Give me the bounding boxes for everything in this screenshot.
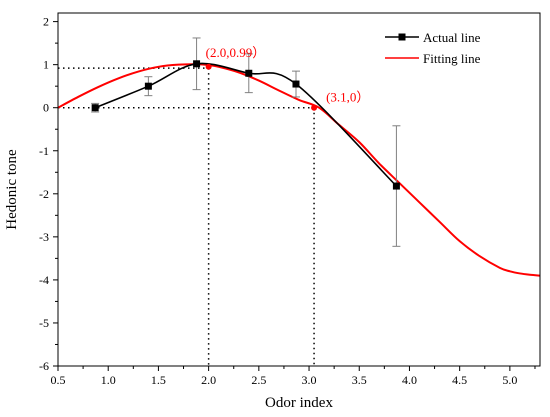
y-tick-label: -2 xyxy=(39,187,49,201)
y-tick-label: -3 xyxy=(39,230,49,244)
y-tick-label: -1 xyxy=(39,144,49,158)
x-tick-label: 2.0 xyxy=(201,373,216,387)
x-tick-label: 0.5 xyxy=(51,373,66,387)
y-tick-label: 1 xyxy=(43,58,49,72)
legend-marker-actual xyxy=(398,33,406,41)
fitting-line-layer xyxy=(57,63,541,277)
x-axis-title: Odor index xyxy=(265,395,333,411)
data-point xyxy=(91,104,99,112)
legend-label-fitting: Fitting line xyxy=(423,51,481,66)
data-point xyxy=(292,80,300,88)
plot-frame xyxy=(57,12,541,367)
x-tick-label: 5.0 xyxy=(502,373,517,387)
annotation-point xyxy=(311,104,318,111)
legend-label-actual: Actual line xyxy=(423,30,481,45)
x-axis: 0.5 1.0 1.5 2.0 2.5 3.0 3.5 4.0 4.5 5.0 xyxy=(51,366,536,387)
legend: Actual line Fitting line xyxy=(385,30,481,66)
actual-line-layer xyxy=(91,37,401,247)
x-tick-label: 4.5 xyxy=(452,373,467,387)
y-axis: 2 1 0 -1 -2 -3 -4 -5 -6 xyxy=(39,15,58,373)
annotation-label: (3.1,0） xyxy=(326,90,369,105)
x-tick-label: 4.0 xyxy=(402,373,417,387)
fitting-line xyxy=(57,63,541,277)
annotations: (2.0,0.99） (3.1,0） xyxy=(205,45,369,111)
data-point xyxy=(144,82,152,90)
x-tick-label: 1.5 xyxy=(151,373,166,387)
reference-lines xyxy=(58,67,315,366)
annotation-point xyxy=(205,63,212,70)
x-tick-label: 1.0 xyxy=(101,373,116,387)
y-tick-label: 2 xyxy=(43,15,49,29)
actual-line xyxy=(94,62,397,187)
annotation-label: (2.0,0.99） xyxy=(206,45,266,60)
data-point xyxy=(193,60,201,68)
y-tick-label: -4 xyxy=(39,273,49,287)
x-tick-label: 3.5 xyxy=(352,373,367,387)
y-axis-title: Hedonic tone xyxy=(4,149,20,230)
x-tick-label: 3.0 xyxy=(302,373,317,387)
y-tick-label: -6 xyxy=(39,359,49,373)
data-point xyxy=(392,182,400,190)
x-tick-label: 2.5 xyxy=(251,373,266,387)
data-point xyxy=(245,69,253,77)
y-tick-label: 0 xyxy=(43,101,49,115)
y-tick-label: -5 xyxy=(39,316,49,330)
